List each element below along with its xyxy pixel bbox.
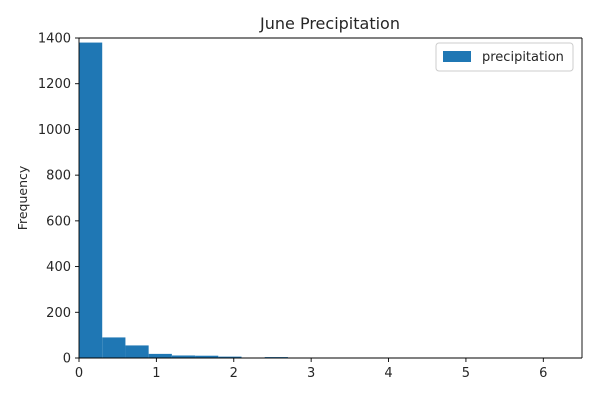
y-tick-label: 1200 bbox=[38, 77, 71, 92]
legend-swatch bbox=[443, 51, 471, 62]
histogram-bar-0 bbox=[79, 42, 103, 358]
histogram-bar-3 bbox=[148, 353, 172, 358]
x-tick-label: 1 bbox=[152, 366, 160, 381]
y-tick-label: 1000 bbox=[38, 123, 71, 138]
y-tick-label: 400 bbox=[46, 260, 71, 275]
axes-layer: 0 1 2 3 4 5 6 0 200 400 600 800 1000 1200 1400 bbox=[38, 32, 583, 381]
histogram-bar-1 bbox=[102, 337, 126, 358]
y-tick-label: 600 bbox=[46, 214, 71, 229]
histogram-bar-4 bbox=[171, 355, 196, 358]
y-tick-label: 200 bbox=[46, 306, 71, 321]
histogram-bar-6 bbox=[218, 356, 242, 358]
y-tick-label: 0 bbox=[63, 352, 71, 367]
histogram-bar-2 bbox=[125, 345, 149, 358]
y-tick-label: 1400 bbox=[38, 32, 71, 47]
histogram-bar-5 bbox=[195, 355, 219, 358]
y-tick-label: 800 bbox=[46, 169, 71, 184]
x-tick-label: 3 bbox=[307, 366, 315, 381]
chart-title: June Precipitation bbox=[259, 14, 400, 33]
x-tick-label: 2 bbox=[230, 366, 238, 381]
x-tick-label: 6 bbox=[539, 366, 547, 381]
legend-frame bbox=[435, 42, 574, 72]
legend: precipitation bbox=[435, 42, 574, 72]
x-tick-label: 5 bbox=[462, 366, 470, 381]
x-tick-label: 4 bbox=[384, 366, 392, 381]
legend-label: precipitation bbox=[482, 50, 564, 65]
x-tick-label: 0 bbox=[75, 366, 83, 381]
y-axis-label: Frequency bbox=[15, 165, 30, 230]
bars-layer bbox=[79, 42, 312, 358]
histogram-bar-8 bbox=[264, 357, 288, 358]
